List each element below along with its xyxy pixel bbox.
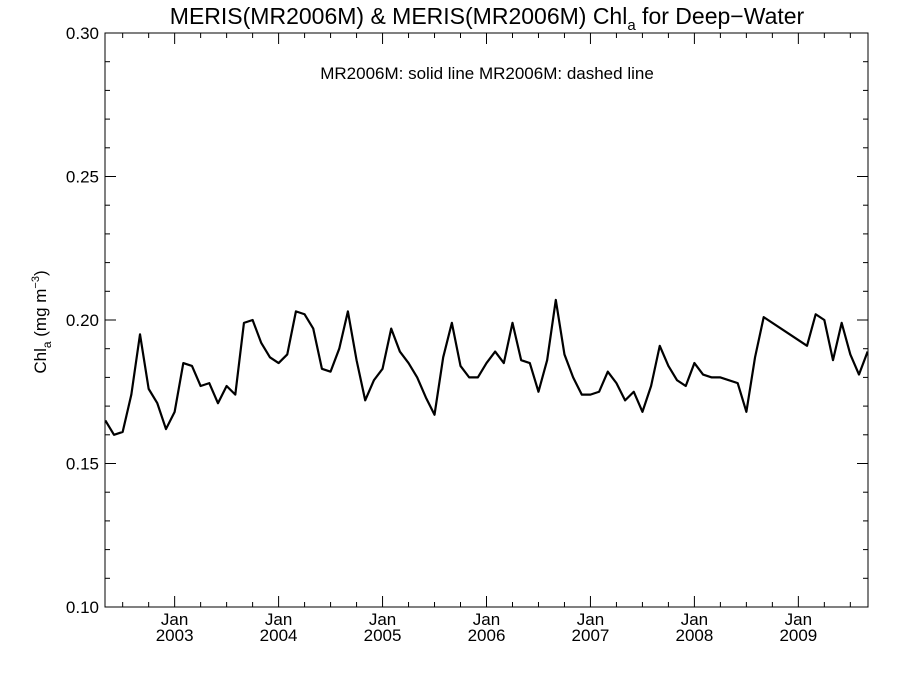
chart-title-subscript: a (627, 17, 636, 34)
x-tick-label-year: 2008 (675, 626, 713, 645)
y-axis-label-subscript: a (40, 341, 54, 348)
legend-annotation: MR2006M: solid line MR2006M: dashed line (320, 64, 654, 83)
x-tick-label-year: 2009 (779, 626, 817, 645)
x-tick-label-year: 2006 (468, 626, 506, 645)
x-tick-label-year: 2003 (156, 626, 194, 645)
x-tick-label-month: Jan (681, 610, 708, 629)
x-tick-label-month: Jan (161, 610, 188, 629)
x-tick-label-year: 2007 (572, 626, 610, 645)
x-tick-label-month: Jan (577, 610, 604, 629)
chart-title-tail: for Deep−Water (636, 3, 805, 29)
tick-labels-layer: 0.100.150.200.250.30Jan2003Jan2004Jan200… (66, 24, 817, 645)
chart-title-main: MERIS(MR2006M) & MERIS(MR2006M) Chl (170, 3, 628, 29)
x-tick-label-month: Jan (265, 610, 292, 629)
y-tick-label: 0.20 (66, 311, 99, 330)
x-tick-label-month: Jan (369, 610, 396, 629)
y-tick-label: 0.10 (66, 598, 99, 617)
y-axis-label-main: Chl (31, 348, 50, 374)
series-line-0 (105, 298, 868, 436)
chart-title: MERIS(MR2006M) & MERIS(MR2006M) Chla for… (170, 3, 805, 34)
y-axis-label-close: ) (31, 270, 50, 276)
y-tick-label: 0.30 (66, 24, 99, 43)
y-axis-label-unit: (mg m (31, 289, 50, 342)
x-tick-label-month: Jan (473, 610, 500, 629)
x-tick-label-month: Jan (785, 610, 812, 629)
x-tick-label-year: 2004 (260, 626, 298, 645)
y-tick-label: 0.15 (66, 455, 99, 474)
plot-frame (104, 32, 869, 608)
x-tick-label-year: 2005 (364, 626, 402, 645)
y-tick-label: 0.25 (66, 168, 99, 187)
y-axis-label-superscript: −3 (30, 276, 42, 289)
ticks-layer (105, 32, 868, 608)
series-layer (105, 298, 868, 436)
y-axis-label: Chla (mg m−3) (30, 270, 54, 373)
